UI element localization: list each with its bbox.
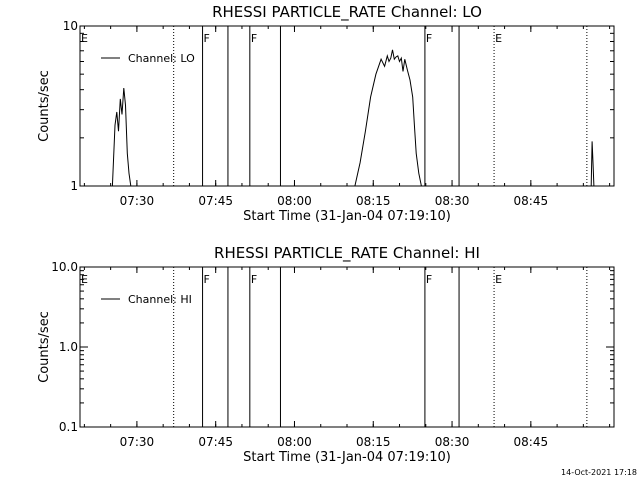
x-tick-label: 08:30 — [435, 435, 470, 449]
legend-entry: Channel: LO — [128, 52, 195, 65]
event-label: F — [251, 273, 257, 286]
event-label: E — [81, 273, 88, 286]
event-label: F — [426, 273, 432, 286]
y-tick-label: 0.1 — [59, 420, 78, 434]
series-line-0 — [111, 49, 595, 187]
x-tick-label: 08:45 — [514, 194, 549, 208]
event-label: E — [495, 32, 502, 45]
plot-frame — [79, 266, 615, 428]
event-label: F — [426, 32, 432, 45]
legend-entry: Channel: HI — [128, 293, 192, 306]
event-label: F — [204, 273, 210, 286]
x-tick-label: 08:30 — [435, 194, 470, 208]
y-axis-label: Counts/sec — [37, 70, 52, 142]
chart-title: RHESSI PARTICLE_RATE Channel: HI — [214, 244, 480, 263]
x-tick-label: 08:15 — [356, 435, 391, 449]
x-tick-label: 08:00 — [277, 194, 312, 208]
x-tick-label: 07:30 — [120, 194, 155, 208]
x-tick-label: 08:00 — [277, 435, 312, 449]
chart-panel-1: RHESSI PARTICLE_RATE Channel: HI 07:30 07:… — [37, 244, 615, 465]
y-tick-label: 10.0 — [51, 260, 78, 274]
event-label: F — [251, 32, 257, 45]
chart-title: RHESSI PARTICLE_RATE Channel: LO — [212, 3, 482, 22]
x-tick-label: 08:45 — [514, 435, 549, 449]
event-label: F — [204, 32, 210, 45]
x-tick-label: 07:45 — [198, 435, 233, 449]
y-tick-label: 1 — [70, 179, 78, 193]
y-tick-label: 10 — [63, 19, 78, 33]
x-tick-label: 07:30 — [120, 435, 155, 449]
chart-panel-0: RHESSI PARTICLE_RATE Channel: LO 07:30 07:… — [37, 3, 615, 224]
x-axis-label: Start Time (31-Jan-04 07:19:10) — [243, 450, 451, 465]
y-axis-label: Counts/sec — [37, 311, 52, 383]
footer-timestamp: 14-Oct-2021 17:18 — [561, 468, 637, 477]
x-tick-label: 08:15 — [356, 194, 391, 208]
event-label: E — [495, 273, 502, 286]
x-tick-label: 07:45 — [198, 194, 233, 208]
event-label: E — [81, 32, 88, 45]
x-axis-label: Start Time (31-Jan-04 07:19:10) — [243, 209, 451, 224]
y-tick-label: 1.0 — [59, 340, 78, 354]
plot-frame — [79, 25, 615, 187]
